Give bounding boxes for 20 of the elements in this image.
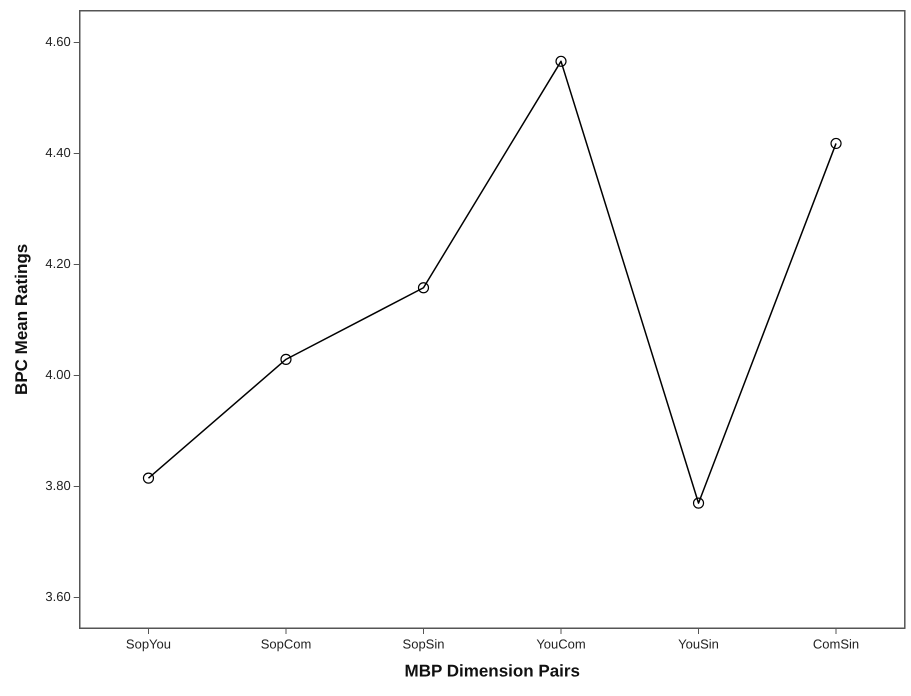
y-axis-title: BPC Mean Ratings [12,244,31,395]
x-axis-title: MBP Dimension Pairs [404,661,580,680]
y-tick-label: 4.40 [45,145,71,160]
point [830,138,842,150]
point [280,354,292,365]
point [418,282,430,294]
y-tick-label: 4.20 [45,256,71,272]
y-tick-label: 3.80 [45,478,71,494]
x-tick-label: SopYou [126,636,171,652]
point [142,472,154,484]
x-tick-label: SopCom [260,636,312,652]
x-tick-label: YouSin [678,636,719,652]
y-tick-label: 4.60 [45,34,71,50]
x-tick-label: ComSin [812,636,860,652]
x-tick-label: SopSin [402,636,444,652]
y-tick-label: 4.00 [45,367,71,382]
x-tick-label: YouCom [536,636,586,652]
point [555,56,567,67]
point [692,498,704,509]
y-tick-label: 3.60 [45,589,71,604]
